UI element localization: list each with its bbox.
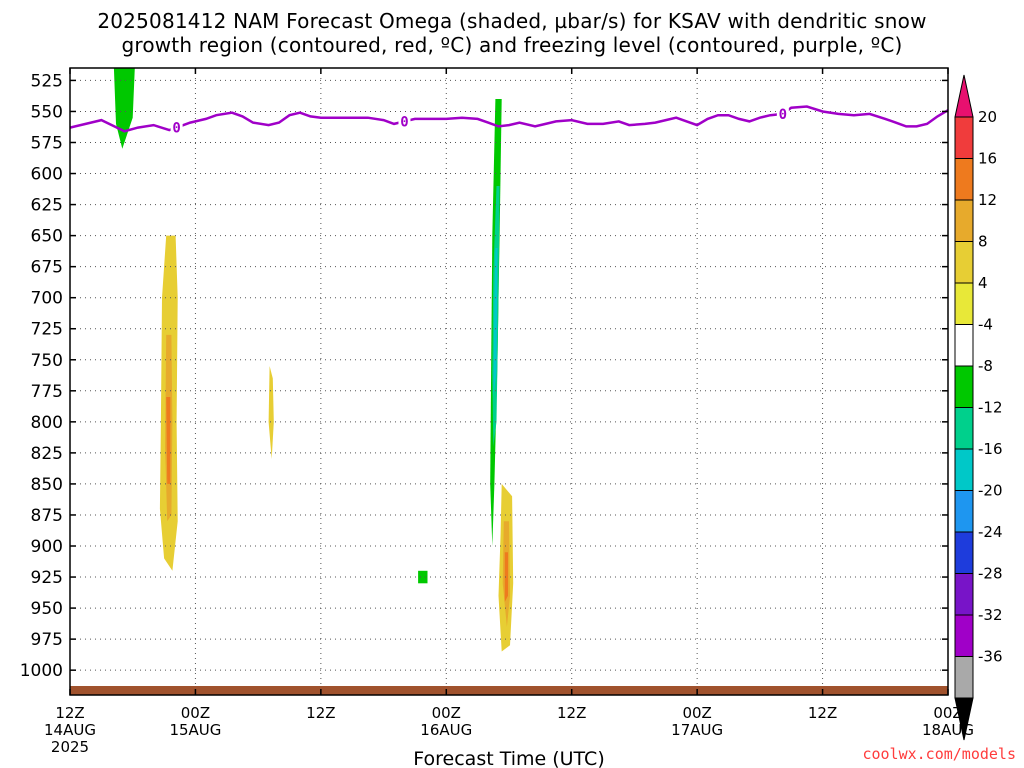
y-tick-label: 625 xyxy=(31,196,63,216)
plot-frame xyxy=(69,67,949,696)
y-tick-label: 675 xyxy=(31,258,63,278)
colorbar-top-arrow xyxy=(954,74,974,118)
colorbar-segment xyxy=(954,158,974,201)
colorbar-label: 12 xyxy=(978,191,997,209)
omega-region-8 xyxy=(268,366,274,460)
y-tick-label: 700 xyxy=(31,289,63,309)
x-tick-label-1: 12Z xyxy=(306,704,335,722)
colorbar-segment xyxy=(954,407,974,450)
y-tick-label: 650 xyxy=(31,227,63,247)
y-tick-label: 850 xyxy=(31,475,63,495)
colorbar-segment xyxy=(954,614,974,657)
x-tick-label-2: 17AUG xyxy=(671,721,723,739)
omega-shading xyxy=(90,68,670,652)
colorbar-segment xyxy=(954,448,974,491)
x-tick-label-1: 00Z xyxy=(181,704,210,722)
colorbar-label: -24 xyxy=(978,523,1003,541)
x-axis-title: Forecast Time (UTC) xyxy=(413,748,604,768)
colorbar-segment xyxy=(954,199,974,242)
chart-title-line-1: 2025081412 NAM Forecast Omega (shaded, µ… xyxy=(97,9,927,33)
y-tick-label: 550 xyxy=(31,102,63,122)
colorbar-label: -20 xyxy=(978,482,1003,500)
omega-region-2 xyxy=(149,133,157,224)
colorbar-segment xyxy=(954,531,974,574)
colorbar-segment xyxy=(954,241,974,284)
freezing-level-contour: 0 0 0 xyxy=(69,105,949,137)
x-tick-label-1: 00Z xyxy=(432,704,461,722)
y-tick-label: 750 xyxy=(31,351,63,371)
colorbar-label: -36 xyxy=(978,648,1003,666)
y-tick-label: 950 xyxy=(31,599,63,619)
colorbar-label: 16 xyxy=(978,150,997,168)
colorbar-segment xyxy=(954,573,974,616)
colorbar-label: -12 xyxy=(978,399,1003,417)
colorbar-label: -4 xyxy=(978,316,993,334)
omega-region-7 xyxy=(238,334,241,373)
pressure-axis: 525 550 575 600 625 650 675 700 725 750 775 800 825 8… xyxy=(20,71,948,681)
x-tick-label-3: 2025 xyxy=(51,738,89,756)
omega-region-5 xyxy=(166,397,171,484)
omega-region-19 xyxy=(661,266,670,410)
ground-surface xyxy=(70,686,948,695)
site-credit: coolwx.com/models xyxy=(862,745,1016,763)
x-tick-label-2: 14AUG xyxy=(44,721,96,739)
x-tick-label-2: 16AUG xyxy=(420,721,472,739)
colorbar-segment xyxy=(954,490,974,533)
x-tick-label-1: 00Z xyxy=(682,704,711,722)
x-tick-label-1: 12Z xyxy=(557,704,586,722)
freezing-level-line xyxy=(69,105,949,133)
omega-region-18 xyxy=(648,521,658,615)
omega-region-17 xyxy=(504,552,508,602)
y-tick-label: 725 xyxy=(31,320,63,340)
y-tick-label: 775 xyxy=(31,382,63,402)
colorbar-segment xyxy=(954,656,974,699)
freezing-label-bg xyxy=(398,113,411,129)
colorbar-segment xyxy=(954,365,974,408)
omega-region-10 xyxy=(418,570,428,584)
colorbar-label: 20 xyxy=(978,108,997,126)
omega-region-14 xyxy=(493,248,498,397)
omega-region-6 xyxy=(217,521,221,571)
freezing-level-label: 0 xyxy=(172,121,180,137)
omega-region-0 xyxy=(90,68,138,515)
freezing-level-label: 0 xyxy=(779,107,787,123)
freezing-label-bg xyxy=(170,119,183,135)
y-tick-label: 825 xyxy=(31,444,63,464)
y-tick-label: 925 xyxy=(31,568,63,588)
x-tick-label-1: 12Z xyxy=(55,704,84,722)
colorbar-label: 4 xyxy=(978,274,988,292)
omega-region-9 xyxy=(410,483,439,652)
y-tick-label: 875 xyxy=(31,506,63,526)
colorbar-label: -8 xyxy=(978,357,993,375)
x-tick-label-1: 12Z xyxy=(808,704,837,722)
x-tick-label-1: 00Z xyxy=(933,704,962,722)
colorbar-label: -16 xyxy=(978,440,1003,458)
colorbar-segment xyxy=(954,324,974,367)
y-tick-label: 575 xyxy=(31,133,63,153)
freezing-label-bg xyxy=(776,105,789,121)
colorbar: 20 16 12 8 4 -4 -8 -12 -16 -20 -24 -28 -32 -36 xyxy=(954,74,1003,741)
y-tick-label: 600 xyxy=(31,165,63,185)
y-tick-label: 975 xyxy=(31,630,63,650)
freezing-level-label: 0 xyxy=(400,114,408,130)
colorbar-bottom-arrow xyxy=(954,697,974,741)
colorbar-segment xyxy=(954,116,974,159)
colorbar-label: -32 xyxy=(978,606,1003,624)
chart-title-line-2: growth region (contoured, red, ºC) and f… xyxy=(121,33,903,57)
y-tick-label: 1000 xyxy=(20,661,63,681)
colorbar-segment xyxy=(954,282,974,325)
x-tick-label-2: 15AUG xyxy=(169,721,221,739)
y-tick-label: 525 xyxy=(31,71,63,91)
y-tick-label: 900 xyxy=(31,537,63,557)
colorbar-label: 8 xyxy=(978,233,988,251)
y-tick-label: 800 xyxy=(31,413,63,433)
colorbar-label: -28 xyxy=(978,565,1003,583)
